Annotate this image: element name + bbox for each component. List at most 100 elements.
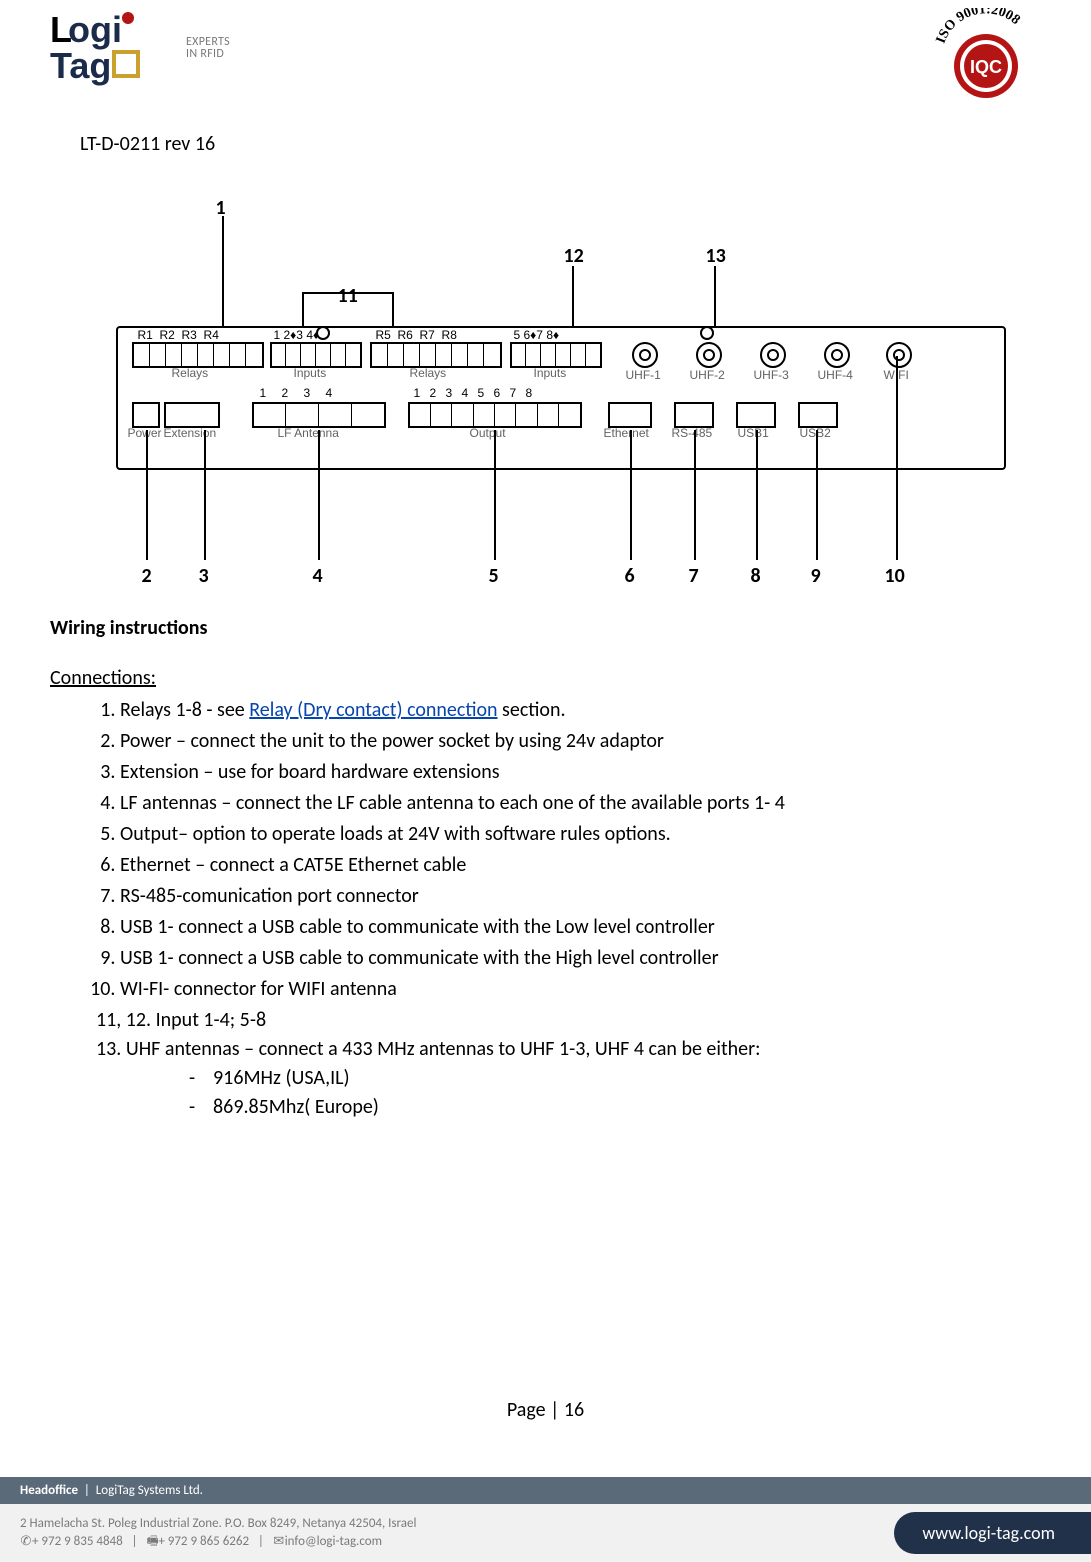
screw-icon bbox=[700, 326, 714, 340]
device-panel: R1 R2 R3 R4 Relays 1 2♦3 4♦ Inputs R5 R6… bbox=[116, 326, 1006, 470]
logo-left: L ogi Tag EXPERTS IN RFID bbox=[50, 8, 230, 88]
relay-link[interactable]: Relay (Dry contact) connection bbox=[249, 698, 497, 722]
inputs-2-block bbox=[510, 342, 602, 368]
document-id: LT-D-0211 rev 16 bbox=[80, 132, 1041, 156]
rs485-block bbox=[674, 402, 714, 428]
leader-line bbox=[318, 430, 320, 560]
wifi-connector bbox=[886, 342, 912, 368]
extension-block bbox=[164, 402, 220, 428]
label: R5 R6 R7 R8 bbox=[376, 328, 457, 342]
leader-line bbox=[146, 430, 148, 560]
svg-text:IQC: IQC bbox=[970, 57, 1002, 77]
leader-line bbox=[756, 430, 758, 560]
phone-icon: ✆ bbox=[20, 1533, 32, 1551]
label: Inputs bbox=[294, 366, 327, 380]
label: 5 6♦7 8♦ bbox=[514, 328, 560, 342]
email: info@logi-tag.com bbox=[285, 1534, 382, 1549]
callout-7: 7 bbox=[689, 564, 699, 588]
phone: + 972 9 835 4848 bbox=[32, 1534, 123, 1549]
label: UHF-2 bbox=[690, 368, 725, 382]
page-number: Page | 16 bbox=[0, 1398, 1091, 1422]
label: Ethernet bbox=[604, 426, 649, 440]
logitag-logo-icon: L ogi Tag bbox=[50, 8, 180, 88]
footer-bar: Headoffice | LogiTag Systems Ltd. bbox=[0, 1477, 1091, 1504]
label: UHF-3 bbox=[754, 368, 789, 382]
callout-12: 12 bbox=[564, 244, 584, 268]
connections-heading: Connections: bbox=[50, 666, 1041, 690]
leader-line bbox=[204, 430, 206, 560]
item-text: UHF antennas – connect a 433 MHz antenna… bbox=[126, 1037, 761, 1061]
uhf-4-connector bbox=[824, 342, 850, 368]
callout-8: 8 bbox=[751, 564, 761, 588]
label: Inputs bbox=[534, 366, 567, 380]
list-item: Relays 1-8 - see Relay (Dry contact) con… bbox=[120, 696, 1041, 725]
footer-address-block: 2 Hamelacha St. Poleg Industrial Zone. P… bbox=[20, 1515, 417, 1551]
website-pill[interactable]: www.logi-tag.com bbox=[894, 1512, 1091, 1554]
label: R1 R2 R3 R4 bbox=[138, 328, 219, 342]
text: section. bbox=[498, 698, 566, 722]
relays-2-block bbox=[370, 342, 502, 368]
svg-text:ogi: ogi bbox=[68, 9, 122, 50]
list-item: WI-FI- connector for WIFI antenna bbox=[120, 975, 1041, 1004]
footer-contacts: ✆+ 972 9 835 4848 | 🖷+ 972 9 865 6262 | … bbox=[20, 1533, 417, 1551]
leader-line bbox=[222, 216, 224, 336]
label: UHF-4 bbox=[818, 368, 853, 382]
power-block bbox=[132, 402, 160, 428]
callout-10: 10 bbox=[885, 564, 905, 588]
list-item: Output– option to operate loads at 24V w… bbox=[120, 820, 1041, 849]
sub-item: - 916MHz (USA,IL) bbox=[180, 1064, 1041, 1093]
list-item: LF antennas – connect the LF cable anten… bbox=[120, 789, 1041, 818]
item-num: 13. bbox=[96, 1037, 121, 1061]
leader-line bbox=[896, 356, 898, 560]
footer-address: 2 Hamelacha St. Poleg Industrial Zone. P… bbox=[20, 1515, 417, 1533]
section: Wiring instructions Connections: Relays … bbox=[50, 616, 1041, 1122]
label: 1 2 3 4 5 6 7 8 bbox=[414, 386, 536, 400]
ethernet-block bbox=[608, 402, 652, 428]
label: RS-485 bbox=[672, 426, 713, 440]
connections-list: Relays 1-8 - see Relay (Dry contact) con… bbox=[120, 696, 1041, 1004]
text: Relays 1-8 - see bbox=[120, 698, 249, 722]
list-item: Extension – use for board hardware exten… bbox=[120, 758, 1041, 787]
callout-3: 3 bbox=[199, 564, 209, 588]
lf-antenna-block bbox=[252, 402, 386, 428]
relays-1-block bbox=[132, 342, 264, 368]
text: 869.85Mhz( Europe) bbox=[213, 1095, 379, 1119]
logo-tagline: EXPERTS IN RFID bbox=[186, 36, 230, 60]
sub-list: - 916MHz (USA,IL) - 869.85Mhz( Europe) bbox=[180, 1064, 1041, 1122]
uhf-3-connector bbox=[760, 342, 786, 368]
footer-head: Headoffice bbox=[20, 1483, 78, 1498]
list-item: RS-485-comunication port connector bbox=[120, 882, 1041, 911]
list-item: Power – connect the unit to the power so… bbox=[120, 727, 1041, 756]
callout-2: 2 bbox=[142, 564, 152, 588]
label: Extension bbox=[164, 426, 217, 440]
page-footer: Headoffice | LogiTag Systems Ltd. 2 Hame… bbox=[0, 1477, 1091, 1562]
footer-company: LogiTag Systems Ltd. bbox=[96, 1483, 203, 1498]
tagline-line: IN RFID bbox=[186, 48, 230, 60]
page-header: L ogi Tag EXPERTS IN RFID ISO 9001:2008 … bbox=[50, 0, 1041, 108]
item-13: 13. UHF antennas – connect a 433 MHz ant… bbox=[96, 1035, 1041, 1064]
callout-4: 4 bbox=[313, 564, 323, 588]
fax-icon: 🖷 bbox=[146, 1533, 158, 1551]
uhf-1-connector bbox=[632, 342, 658, 368]
usb1-block bbox=[736, 402, 776, 428]
label: 1 2♦3 4♦ bbox=[274, 328, 320, 342]
label: Relays bbox=[410, 366, 447, 380]
leader-line bbox=[816, 430, 818, 560]
list-item: USB 1- connect a USB cable to communicat… bbox=[120, 913, 1041, 942]
label: Power bbox=[128, 426, 162, 440]
output-block bbox=[408, 402, 582, 428]
label: Relays bbox=[172, 366, 209, 380]
callout-9: 9 bbox=[811, 564, 821, 588]
iso-badge-icon: ISO 9001:2008 IQC bbox=[931, 8, 1041, 108]
usb2-block bbox=[798, 402, 838, 428]
label: UHF-1 bbox=[626, 368, 661, 382]
footer-info: 2 Hamelacha St. Poleg Industrial Zone. P… bbox=[0, 1504, 1091, 1562]
iso-badge: ISO 9001:2008 IQC bbox=[931, 8, 1041, 108]
label: Output bbox=[470, 426, 506, 440]
uhf-2-connector bbox=[696, 342, 722, 368]
inputs-1-block bbox=[270, 342, 362, 368]
label: USB1 bbox=[738, 426, 769, 440]
svg-text:Tag: Tag bbox=[50, 45, 111, 86]
mail-icon: ✉ bbox=[273, 1533, 285, 1551]
leader-line bbox=[694, 430, 696, 560]
